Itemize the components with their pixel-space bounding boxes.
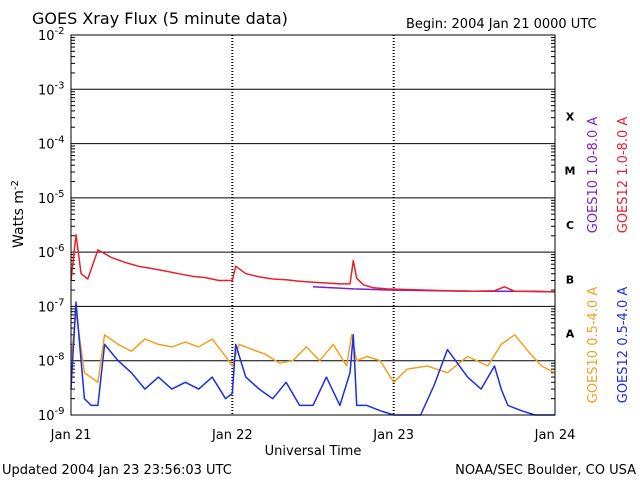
- y-axis-label: Watts m-2: [10, 180, 27, 248]
- flare-class-c: C: [566, 219, 574, 232]
- chart-title: GOES Xray Flux (5 minute data): [32, 9, 288, 28]
- begin-label: Begin: 2004 Jan 21 0000 UTC: [406, 17, 597, 32]
- svg-text:Watts m-2: Watts m-2: [10, 180, 27, 248]
- legend-entry-0: GOES10 1.0-8.0 A: [586, 117, 601, 234]
- series-layer: [70, 233, 556, 416]
- credit-label: NOAA/SEC Boulder, CO USA: [455, 463, 636, 478]
- y-axis-label-exponent: -2: [10, 180, 21, 190]
- x-tick-labels: Jan 21 Jan 22 Jan 23 Jan 24: [50, 428, 576, 443]
- flare-class-a: A: [566, 328, 575, 341]
- updated-label: Updated 2004 Jan 23 23:56:03 UTC: [2, 463, 232, 478]
- y-tick-label: 10-2: [38, 26, 65, 44]
- y-tick-label: 10-4: [38, 135, 65, 153]
- x-tick-label: Jan 24: [534, 428, 576, 443]
- series-line-1: [70, 233, 556, 293]
- y-tick-label: 10-8: [38, 352, 65, 370]
- legend-entry-2: GOES10 0.5-4.0 A: [586, 287, 601, 404]
- flare-class-labels: X M C B A: [565, 110, 576, 340]
- x-tick-label: Jan 23: [372, 428, 414, 443]
- y-tick-label: 10-6: [38, 243, 65, 261]
- x-tick-label: Jan 21: [50, 428, 92, 443]
- y-tick-labels: 10-2 10-3 10-4 10-5 10-6 10-7 10-8 10-9: [38, 26, 65, 424]
- legend: GOES10 1.0-8.0 A GOES12 1.0-8.0 A GOES10 0…: [586, 117, 631, 404]
- series-line-2: [70, 310, 556, 384]
- y-axis-label-text: Watts m: [11, 190, 27, 248]
- flare-class-b: B: [566, 273, 574, 286]
- plot-frame: [70, 34, 556, 416]
- x-tick-label: Jan 22: [211, 428, 253, 443]
- legend-entry-3: GOES12 0.5-4.0 A: [616, 287, 631, 404]
- flare-class-m: M: [565, 165, 576, 178]
- y-tick-label: 10-5: [38, 189, 65, 207]
- flare-class-x: X: [566, 110, 575, 123]
- y-tick-label: 10-9: [38, 406, 65, 424]
- y-tick-label: 10-3: [38, 80, 65, 98]
- y-tick-label: 10-7: [38, 297, 65, 315]
- x-axis-label: Universal Time: [265, 444, 362, 459]
- legend-entry-1: GOES12 1.0-8.0 A: [616, 117, 631, 234]
- series-line-3: [70, 301, 555, 416]
